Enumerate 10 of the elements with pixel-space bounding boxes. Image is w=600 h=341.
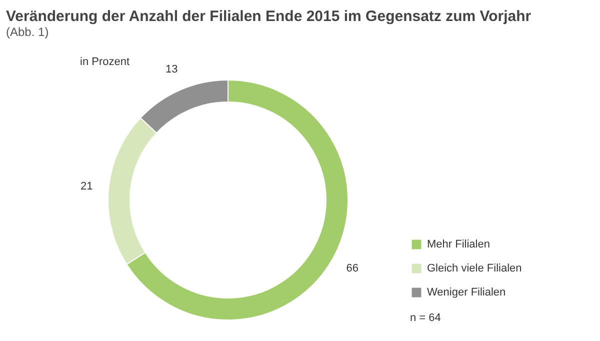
data-label: 13 (165, 64, 178, 76)
data-label: 21 (80, 180, 93, 193)
legend-label: Weniger Filialen (427, 286, 506, 298)
chart-title: Veränderung der Anzahl der Filialen Ende 2015 im Gegensatz zum Vorjahr (6, 8, 532, 25)
chart-subtitle: (Abb. 1) (6, 25, 49, 39)
legend-label: Mehr Filialen (427, 238, 490, 250)
text: n = 64 (410, 312, 441, 324)
text: in Prozent (80, 56, 130, 68)
data-label: 66 (346, 262, 359, 274)
legend-label: Gleich viele Filialen (427, 262, 522, 274)
